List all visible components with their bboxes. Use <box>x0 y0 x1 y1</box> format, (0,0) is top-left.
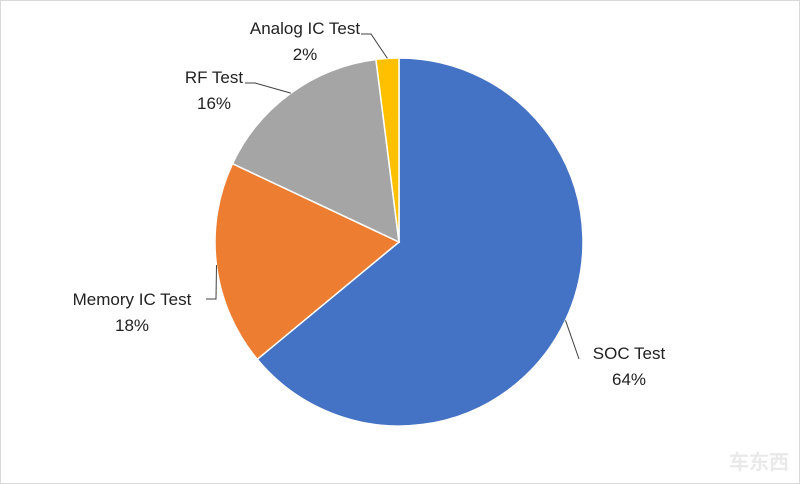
leader-line <box>565 320 580 360</box>
slice-category-label: SOC Test <box>593 344 666 363</box>
leader-line <box>245 82 291 94</box>
leader-lines <box>206 33 580 360</box>
slice-value-label: 18% <box>115 316 149 335</box>
pie-slices <box>214 57 584 427</box>
slice-category-label: Memory IC Test <box>73 290 192 309</box>
slice-value-label: 16% <box>197 94 231 113</box>
slice-label-soc-test: SOC Test 64% <box>593 344 666 389</box>
leader-line <box>206 265 217 300</box>
slice-label-analog-ic-test: Analog IC Test 2% <box>250 19 361 64</box>
slice-category-label: Analog IC Test <box>250 19 361 38</box>
slice-rf-test <box>231 58 400 244</box>
slice-category-label: RF Test <box>185 68 244 87</box>
slice-label-memory-ic-test: Memory IC Test 18% <box>73 290 192 335</box>
slice-value-label: 2% <box>293 45 318 64</box>
leader-line <box>361 33 388 59</box>
slice-label-rf-test: RF Test 16% <box>185 68 244 113</box>
slice-memory-ic-test <box>214 162 401 361</box>
watermark-logo: 车东西 <box>729 450 789 474</box>
slice-value-label: 64% <box>612 370 646 389</box>
